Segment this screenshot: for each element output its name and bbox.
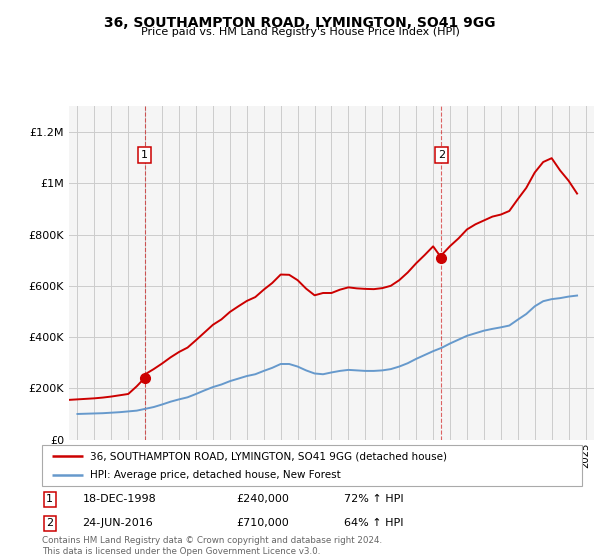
Text: 24-JUN-2016: 24-JUN-2016 <box>83 519 153 528</box>
Text: £710,000: £710,000 <box>236 519 289 528</box>
Text: 18-DEC-1998: 18-DEC-1998 <box>83 494 156 505</box>
Text: Price paid vs. HM Land Registry's House Price Index (HPI): Price paid vs. HM Land Registry's House … <box>140 27 460 37</box>
Text: 36, SOUTHAMPTON ROAD, LYMINGTON, SO41 9GG: 36, SOUTHAMPTON ROAD, LYMINGTON, SO41 9G… <box>104 16 496 30</box>
Text: 1: 1 <box>46 494 53 505</box>
Text: £240,000: £240,000 <box>236 494 289 505</box>
Text: 64% ↑ HPI: 64% ↑ HPI <box>344 519 404 528</box>
Text: 72% ↑ HPI: 72% ↑ HPI <box>344 494 404 505</box>
Text: 2: 2 <box>46 519 53 528</box>
Text: 36, SOUTHAMPTON ROAD, LYMINGTON, SO41 9GG (detached house): 36, SOUTHAMPTON ROAD, LYMINGTON, SO41 9G… <box>89 451 446 461</box>
FancyBboxPatch shape <box>42 445 582 486</box>
Text: HPI: Average price, detached house, New Forest: HPI: Average price, detached house, New … <box>89 470 340 480</box>
Text: 1: 1 <box>141 150 148 160</box>
Text: 2: 2 <box>437 150 445 160</box>
Text: Contains HM Land Registry data © Crown copyright and database right 2024.
This d: Contains HM Land Registry data © Crown c… <box>42 536 382 556</box>
